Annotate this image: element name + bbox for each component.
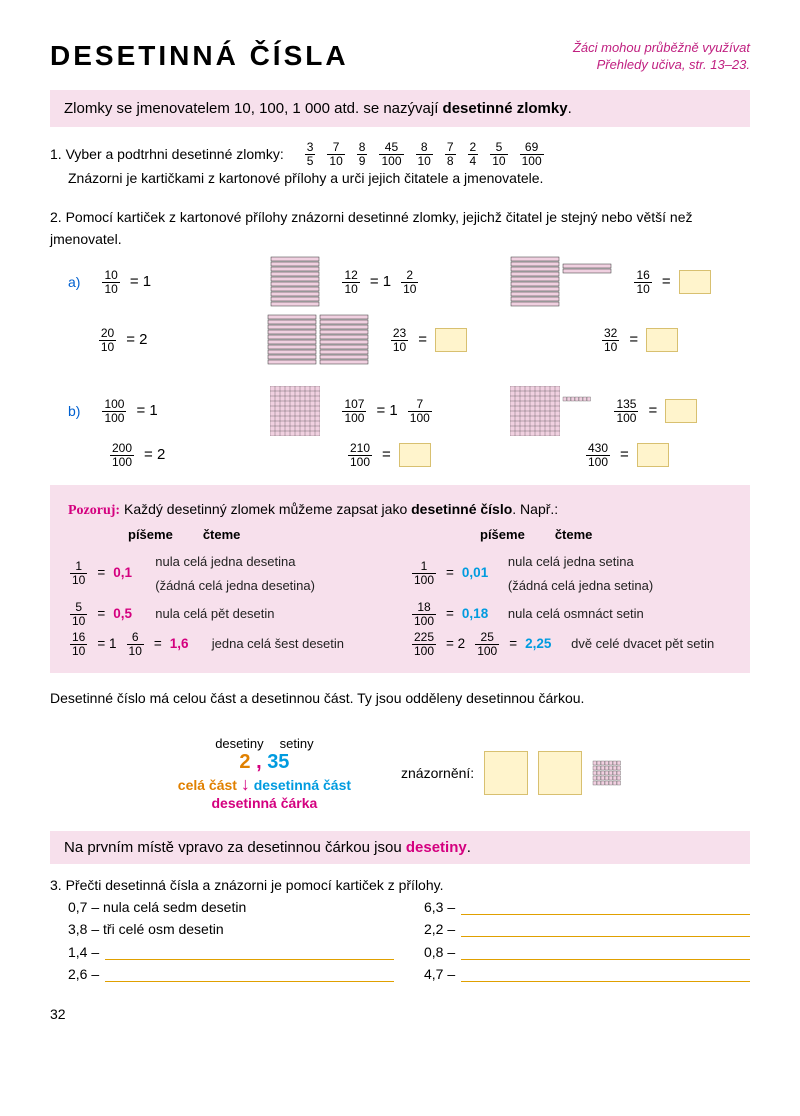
- observation-box: Pozoruj: Každý desetinný zlomek můžeme z…: [50, 485, 750, 674]
- page-title: DESETINNÁ ČÍSLA: [50, 40, 349, 72]
- exercise-3: 3. Přečti desetinná čísla a znázorni je …: [50, 874, 750, 986]
- exercise-2: 2. Pomocí kartiček z kartonové přílohy z…: [50, 206, 750, 469]
- decimal-diagram: desetinysetiny 2 , 35 celá část ↓ deseti…: [50, 726, 750, 821]
- exercise-1: 1. Vyber a podtrhni desetinné zlomky: 35…: [50, 141, 750, 190]
- blank-box: [484, 751, 528, 795]
- header-note: Žáci mohou průběžně využívat Přehledy uč…: [573, 40, 750, 74]
- fraction-list: 357108945100810782451069100: [299, 141, 550, 167]
- definition-box-2: Na prvním místě vpravo za desetinnou čár…: [50, 831, 750, 864]
- definition-box-1: Zlomky se jmenovatelem 10, 100, 1 000 at…: [50, 90, 750, 127]
- blank-box: [538, 751, 582, 795]
- mid-text: Desetinné číslo má celou část a desetinn…: [50, 687, 750, 709]
- page-number: 32: [50, 1006, 750, 1022]
